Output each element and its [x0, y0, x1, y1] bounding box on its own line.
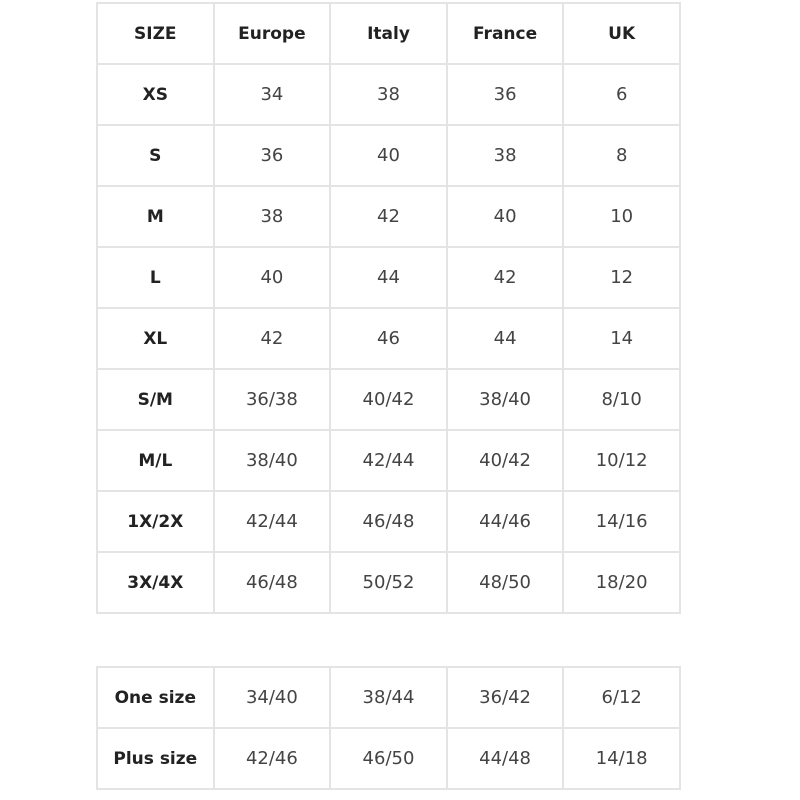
- size-label-cell: M/L: [96, 429, 215, 492]
- size-value-cell: 42/46: [212, 727, 332, 790]
- table-row: L 40 44 42 12: [96, 246, 681, 309]
- size-chart-table: SIZE Europe Italy France UK XS 34 38 36 6 S 36 40 38…: [96, 2, 681, 614]
- size-value-cell: 18/20: [562, 551, 681, 614]
- size-value-cell: 38: [212, 185, 332, 248]
- table-row: S/M 36/38 40/42 38/40 8/10: [96, 368, 681, 431]
- size-value-cell: 12: [562, 246, 681, 309]
- size-value-cell: 40: [445, 185, 565, 248]
- column-header: Italy: [329, 2, 448, 65]
- size-value-cell: 36: [212, 124, 332, 187]
- size-label-cell: S: [96, 124, 215, 187]
- table-row: XL 42 46 44 14: [96, 307, 681, 370]
- size-value-cell: 44/48: [445, 727, 565, 790]
- size-value-cell: 44: [445, 307, 565, 370]
- size-label-cell: L: [96, 246, 215, 309]
- table-row: Plus size 42/46 46/50 44/48 14/18: [96, 727, 681, 790]
- header-row: SIZE Europe Italy France UK: [96, 2, 681, 65]
- size-value-cell: 36: [445, 63, 565, 126]
- size-value-cell: 6: [562, 63, 681, 126]
- size-value-cell: 34: [212, 63, 332, 126]
- size-value-cell: 38/40: [212, 429, 332, 492]
- extra-size-table: One size 34/40 38/44 36/42 6/12 Plus size 42/4…: [96, 666, 681, 790]
- table-row: XS 34 38 36 6: [96, 63, 681, 126]
- column-header: UK: [562, 2, 681, 65]
- table-row: S 36 40 38 8: [96, 124, 681, 187]
- size-label-cell: XS: [96, 63, 215, 126]
- size-value-cell: 44/46: [445, 490, 565, 553]
- size-label-cell: One size: [96, 666, 215, 729]
- column-header: France: [445, 2, 565, 65]
- size-value-cell: 42: [329, 185, 448, 248]
- size-value-cell: 42/44: [212, 490, 332, 553]
- size-value-cell: 38: [329, 63, 448, 126]
- size-value-cell: 46/50: [329, 727, 448, 790]
- size-label-cell: M: [96, 185, 215, 248]
- column-header: SIZE: [96, 2, 215, 65]
- size-value-cell: 36/38: [212, 368, 332, 431]
- size-value-cell: 42: [445, 246, 565, 309]
- size-value-cell: 8/10: [562, 368, 681, 431]
- table-row: 3X/4X 46/48 50/52 48/50 18/20: [96, 551, 681, 614]
- size-value-cell: 38/40: [445, 368, 565, 431]
- size-value-cell: 50/52: [329, 551, 448, 614]
- size-value-cell: 42: [212, 307, 332, 370]
- size-value-cell: 10: [562, 185, 681, 248]
- size-label-cell: 1X/2X: [96, 490, 215, 553]
- size-value-cell: 40/42: [445, 429, 565, 492]
- size-value-cell: 38/44: [329, 666, 448, 729]
- size-value-cell: 10/12: [562, 429, 681, 492]
- size-value-cell: 38: [445, 124, 565, 187]
- size-value-cell: 46/48: [329, 490, 448, 553]
- size-value-cell: 40: [329, 124, 448, 187]
- size-value-cell: 46/48: [212, 551, 332, 614]
- size-value-cell: 14/18: [562, 727, 681, 790]
- table-row: M/L 38/40 42/44 40/42 10/12: [96, 429, 681, 492]
- size-label-cell: Plus size: [96, 727, 215, 790]
- size-label-cell: 3X/4X: [96, 551, 215, 614]
- size-value-cell: 36/42: [445, 666, 565, 729]
- size-value-cell: 48/50: [445, 551, 565, 614]
- column-header: Europe: [212, 2, 332, 65]
- table-row: 1X/2X 42/44 46/48 44/46 14/16: [96, 490, 681, 553]
- size-value-cell: 6/12: [562, 666, 681, 729]
- size-value-cell: 44: [329, 246, 448, 309]
- table-row: M 38 42 40 10: [96, 185, 681, 248]
- size-value-cell: 14/16: [562, 490, 681, 553]
- size-label-cell: XL: [96, 307, 215, 370]
- size-value-cell: 40/42: [329, 368, 448, 431]
- table-row: One size 34/40 38/44 36/42 6/12: [96, 666, 681, 729]
- size-value-cell: 14: [562, 307, 681, 370]
- size-value-cell: 8: [562, 124, 681, 187]
- size-value-cell: 42/44: [329, 429, 448, 492]
- size-label-cell: S/M: [96, 368, 215, 431]
- size-value-cell: 34/40: [212, 666, 332, 729]
- size-value-cell: 46: [329, 307, 448, 370]
- size-value-cell: 40: [212, 246, 332, 309]
